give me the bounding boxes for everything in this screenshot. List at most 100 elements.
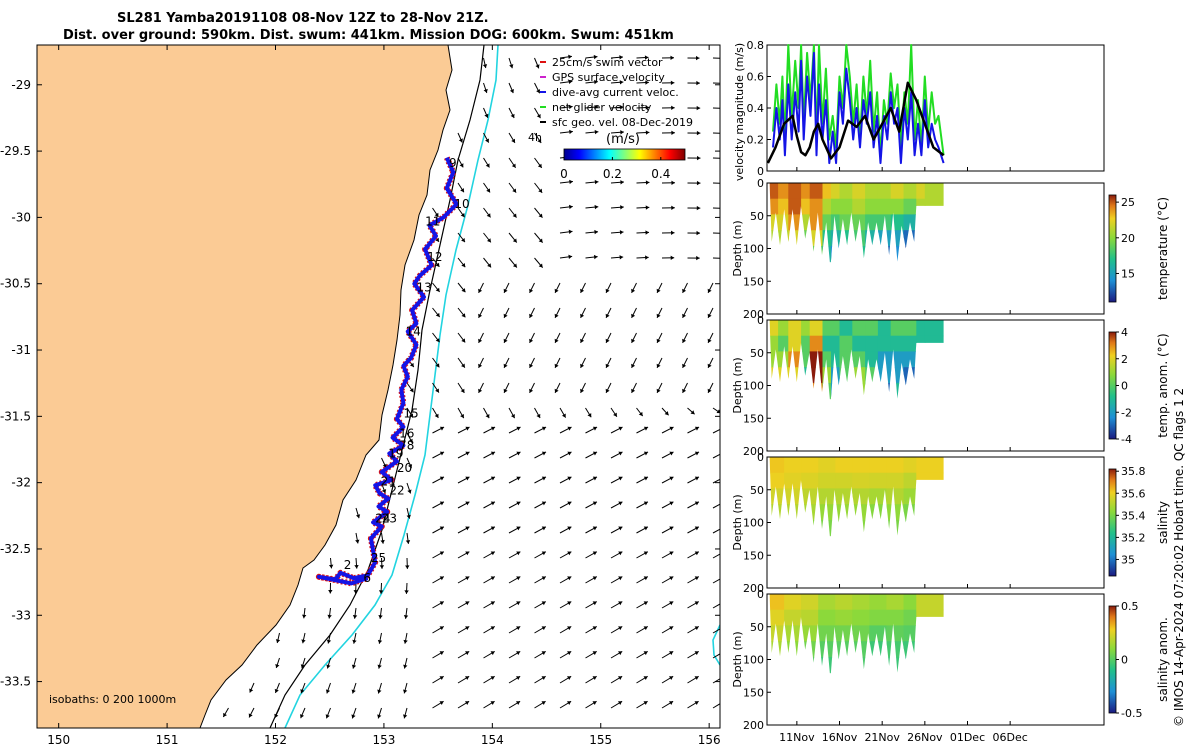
velocity-vector-head-138 <box>478 363 483 368</box>
legend-label-net-glider: net glider velocity <box>552 101 652 114</box>
salinity-cell-1-1 <box>784 472 802 489</box>
temperature-anomaly-cell-6-2 <box>831 351 841 368</box>
isobath-1000m-east <box>712 624 720 666</box>
legend-label-gps-velocity: GPS surface velocity <box>552 71 665 84</box>
day-label-16: 2 <box>344 558 352 572</box>
velocity-vector-244 <box>712 528 720 534</box>
day-label-8: 78 <box>399 438 414 452</box>
velocity-vector-head-321 <box>516 651 521 656</box>
velocity-vector-head-174 <box>408 438 413 443</box>
day-label-9: 19 <box>388 446 403 460</box>
salinity-cell-9-0 <box>916 457 944 474</box>
map-y-tick-label-0: -29 <box>11 78 31 92</box>
velocity-vector-head-178 <box>516 426 521 431</box>
velocity-vector-head-276 <box>720 576 724 580</box>
temperature-cell-12-0 <box>903 183 917 200</box>
velocity-vector-head-135 <box>409 362 414 368</box>
velocity-vector-head-275 <box>694 576 699 581</box>
salinity-cell-2-1 <box>801 472 819 489</box>
salinity-anomaly-cell-5-0 <box>852 594 870 611</box>
velocity-vector-head-157 <box>631 388 636 393</box>
salinity-y-label: Depth (m) <box>731 494 744 550</box>
velocity-vector-head-261 <box>328 589 333 594</box>
velocity-vector-head-99 <box>435 287 440 292</box>
salinity-anomaly-cell-8-0 <box>903 594 917 611</box>
velocity-vector-head-52 <box>460 188 464 193</box>
velocity-vector-head-95 <box>645 255 649 260</box>
velocity-vector-head-234 <box>465 526 470 531</box>
velocity-vector-head-282 <box>439 601 444 606</box>
map-y-tick-label-7: -32.5 <box>0 542 31 556</box>
velocity-vector-head-283 <box>465 601 470 606</box>
salinity-cell-5-0 <box>852 457 870 474</box>
velocity-vector-head-273 <box>643 576 648 581</box>
temperature-colorbar-label: temperature (°C) <box>1156 197 1170 300</box>
glider-track-line <box>316 156 459 586</box>
velocity-vector-head-194 <box>567 451 572 456</box>
velocity-vector-head-266 <box>465 576 470 581</box>
velocity-vector-head-228 <box>694 501 699 506</box>
temperature-anomaly-cell-10-1 <box>877 335 892 352</box>
day-label-4: 13 <box>416 281 431 295</box>
salinity-anomaly-y-tick-label-3: 150 <box>743 686 764 699</box>
legend-label-sfc-geo: sfc geo. vel. 08-Dec-2019 <box>552 116 693 129</box>
salinity-cell-7-0 <box>886 457 905 474</box>
temperature-anomaly-cell-8-0 <box>852 320 866 337</box>
velocity-vector-head-10 <box>483 88 488 93</box>
temperature-cell-12-2 <box>903 214 917 231</box>
velocity-vector-head-42 <box>485 163 490 168</box>
speed-colorbar-bar <box>563 148 686 161</box>
salinity-anomaly-y-tick-label-0: 0 <box>757 588 764 601</box>
velocity-vector-head-304 <box>541 626 546 631</box>
salinity-cbar-tick-label-2: 35.4 <box>1121 509 1146 522</box>
velocity-vector-head-246 <box>354 564 359 569</box>
velocity-y-label: velocity magnitude (m/s) <box>733 43 746 181</box>
velocity-vector-head-41 <box>459 163 464 168</box>
velocity-vector-head-341 <box>541 676 546 681</box>
velocity-vector-head-337 <box>439 676 444 681</box>
time-tick-label-2: 21Nov <box>864 731 900 744</box>
velocity-vector-head-207 <box>541 476 546 481</box>
velocity-vector-head-364 <box>617 701 623 705</box>
temperature-anomaly-cell-5-2 <box>822 351 832 368</box>
temperature-colorbar <box>1108 194 1117 303</box>
time-tick-label-5: 06Dec <box>993 731 1028 744</box>
velocity-vector-head-280 <box>378 615 383 619</box>
velocity-vector-head-348 <box>720 676 724 680</box>
velocity-vector-head-147 <box>707 363 712 368</box>
velocity-vector-head-3 <box>568 54 572 60</box>
velocity-vector-head-265 <box>439 576 444 581</box>
time-tick-label-4: 01Dec <box>950 731 985 744</box>
temperature-cell-5-2 <box>822 214 832 231</box>
temperature-cbar-tick-label-1: 20 <box>1121 232 1135 245</box>
velocity-vector-head-239 <box>592 526 597 531</box>
velocity-vector-head-244 <box>720 527 724 531</box>
velocity-vector-head-87 <box>435 262 440 267</box>
velocity-vector-head-250 <box>465 551 470 556</box>
velocity-vector-head-50 <box>696 155 701 161</box>
temperature-anomaly-cell-12-2 <box>903 351 917 368</box>
velocity-vector-head-196 <box>618 451 623 456</box>
map-x-tick-label-0: 150 <box>47 733 70 747</box>
velocity-vector-head-297 <box>352 639 357 644</box>
temperature-anomaly-cbar-tick-label-0: -4 <box>1121 433 1132 446</box>
velocity-vector-head-235 <box>490 526 495 531</box>
velocity-vector-head-1 <box>509 64 514 69</box>
velocity-vector-head-22 <box>536 113 541 119</box>
velocity-y-tick-label-1: 0.2 <box>747 134 765 147</box>
temperature-cbar-tick-label-0: 15 <box>1121 267 1135 280</box>
velocity-vector-head-177 <box>490 426 496 431</box>
chart-title-line-2: Dist. over ground: 590km. Dist. swum: 44… <box>63 28 674 43</box>
salinity-anomaly-cell-1-1 <box>784 609 802 626</box>
velocity-vector-head-232 <box>405 540 411 544</box>
salinity-anomaly-cell-0-2 <box>769 625 785 642</box>
temperature-section: 0 50 100 150 200 Depth (m) 15 20 25 temperature (… <box>731 177 1170 321</box>
velocity-vector-head-183 <box>643 426 649 431</box>
velocity-vector-head-61 <box>696 180 701 186</box>
velocity-vector-head-188 <box>408 464 413 469</box>
velocity-vector-head-294 <box>275 639 281 644</box>
velocity-vector-head-110 <box>707 288 712 293</box>
velocity-vector-head-12 <box>536 89 541 94</box>
velocity-vector-head-303 <box>516 626 521 631</box>
temperature-cell-14-0 <box>924 183 944 200</box>
